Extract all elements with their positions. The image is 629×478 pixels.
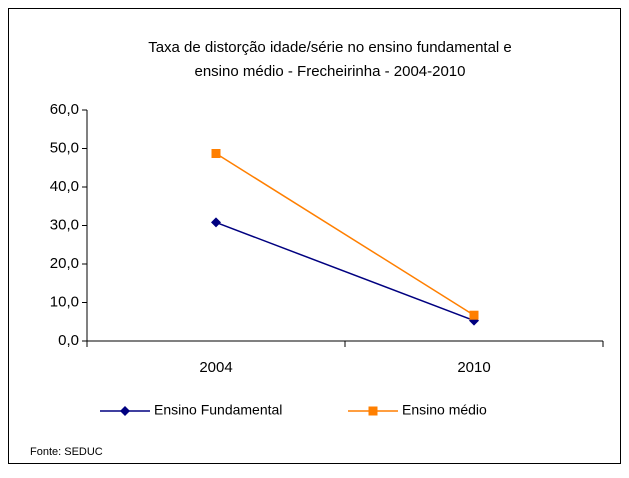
chart-title: ensino médio - Frecheirinha - 2004-2010	[195, 63, 466, 80]
marker	[469, 310, 479, 320]
y-tick-label: 20,0	[50, 255, 79, 272]
legend-marker	[120, 406, 130, 416]
y-tick-label: 60,0	[50, 101, 79, 118]
marker	[211, 149, 221, 159]
y-tick-label: 0,0	[58, 332, 79, 349]
line	[215, 152, 475, 316]
source-note: Fonte: SEDUC	[30, 446, 103, 458]
chart-title: Taxa de distorção idade/série no ensino …	[148, 39, 512, 56]
chart-border	[8, 8, 621, 464]
y-tick-label: 50,0	[50, 139, 79, 156]
legend-label: Ensino médio	[402, 402, 487, 418]
legend-label: Ensino Fundamental	[154, 402, 282, 418]
marker	[211, 217, 221, 228]
legend-marker	[368, 406, 378, 416]
y-tick-label: 30,0	[50, 216, 79, 233]
x-tick-label: 2004	[199, 359, 232, 376]
y-tick-label: 10,0	[50, 293, 79, 310]
x-tick-label: 2010	[457, 359, 490, 376]
line	[215, 221, 475, 322]
y-tick-label: 40,0	[50, 178, 79, 195]
